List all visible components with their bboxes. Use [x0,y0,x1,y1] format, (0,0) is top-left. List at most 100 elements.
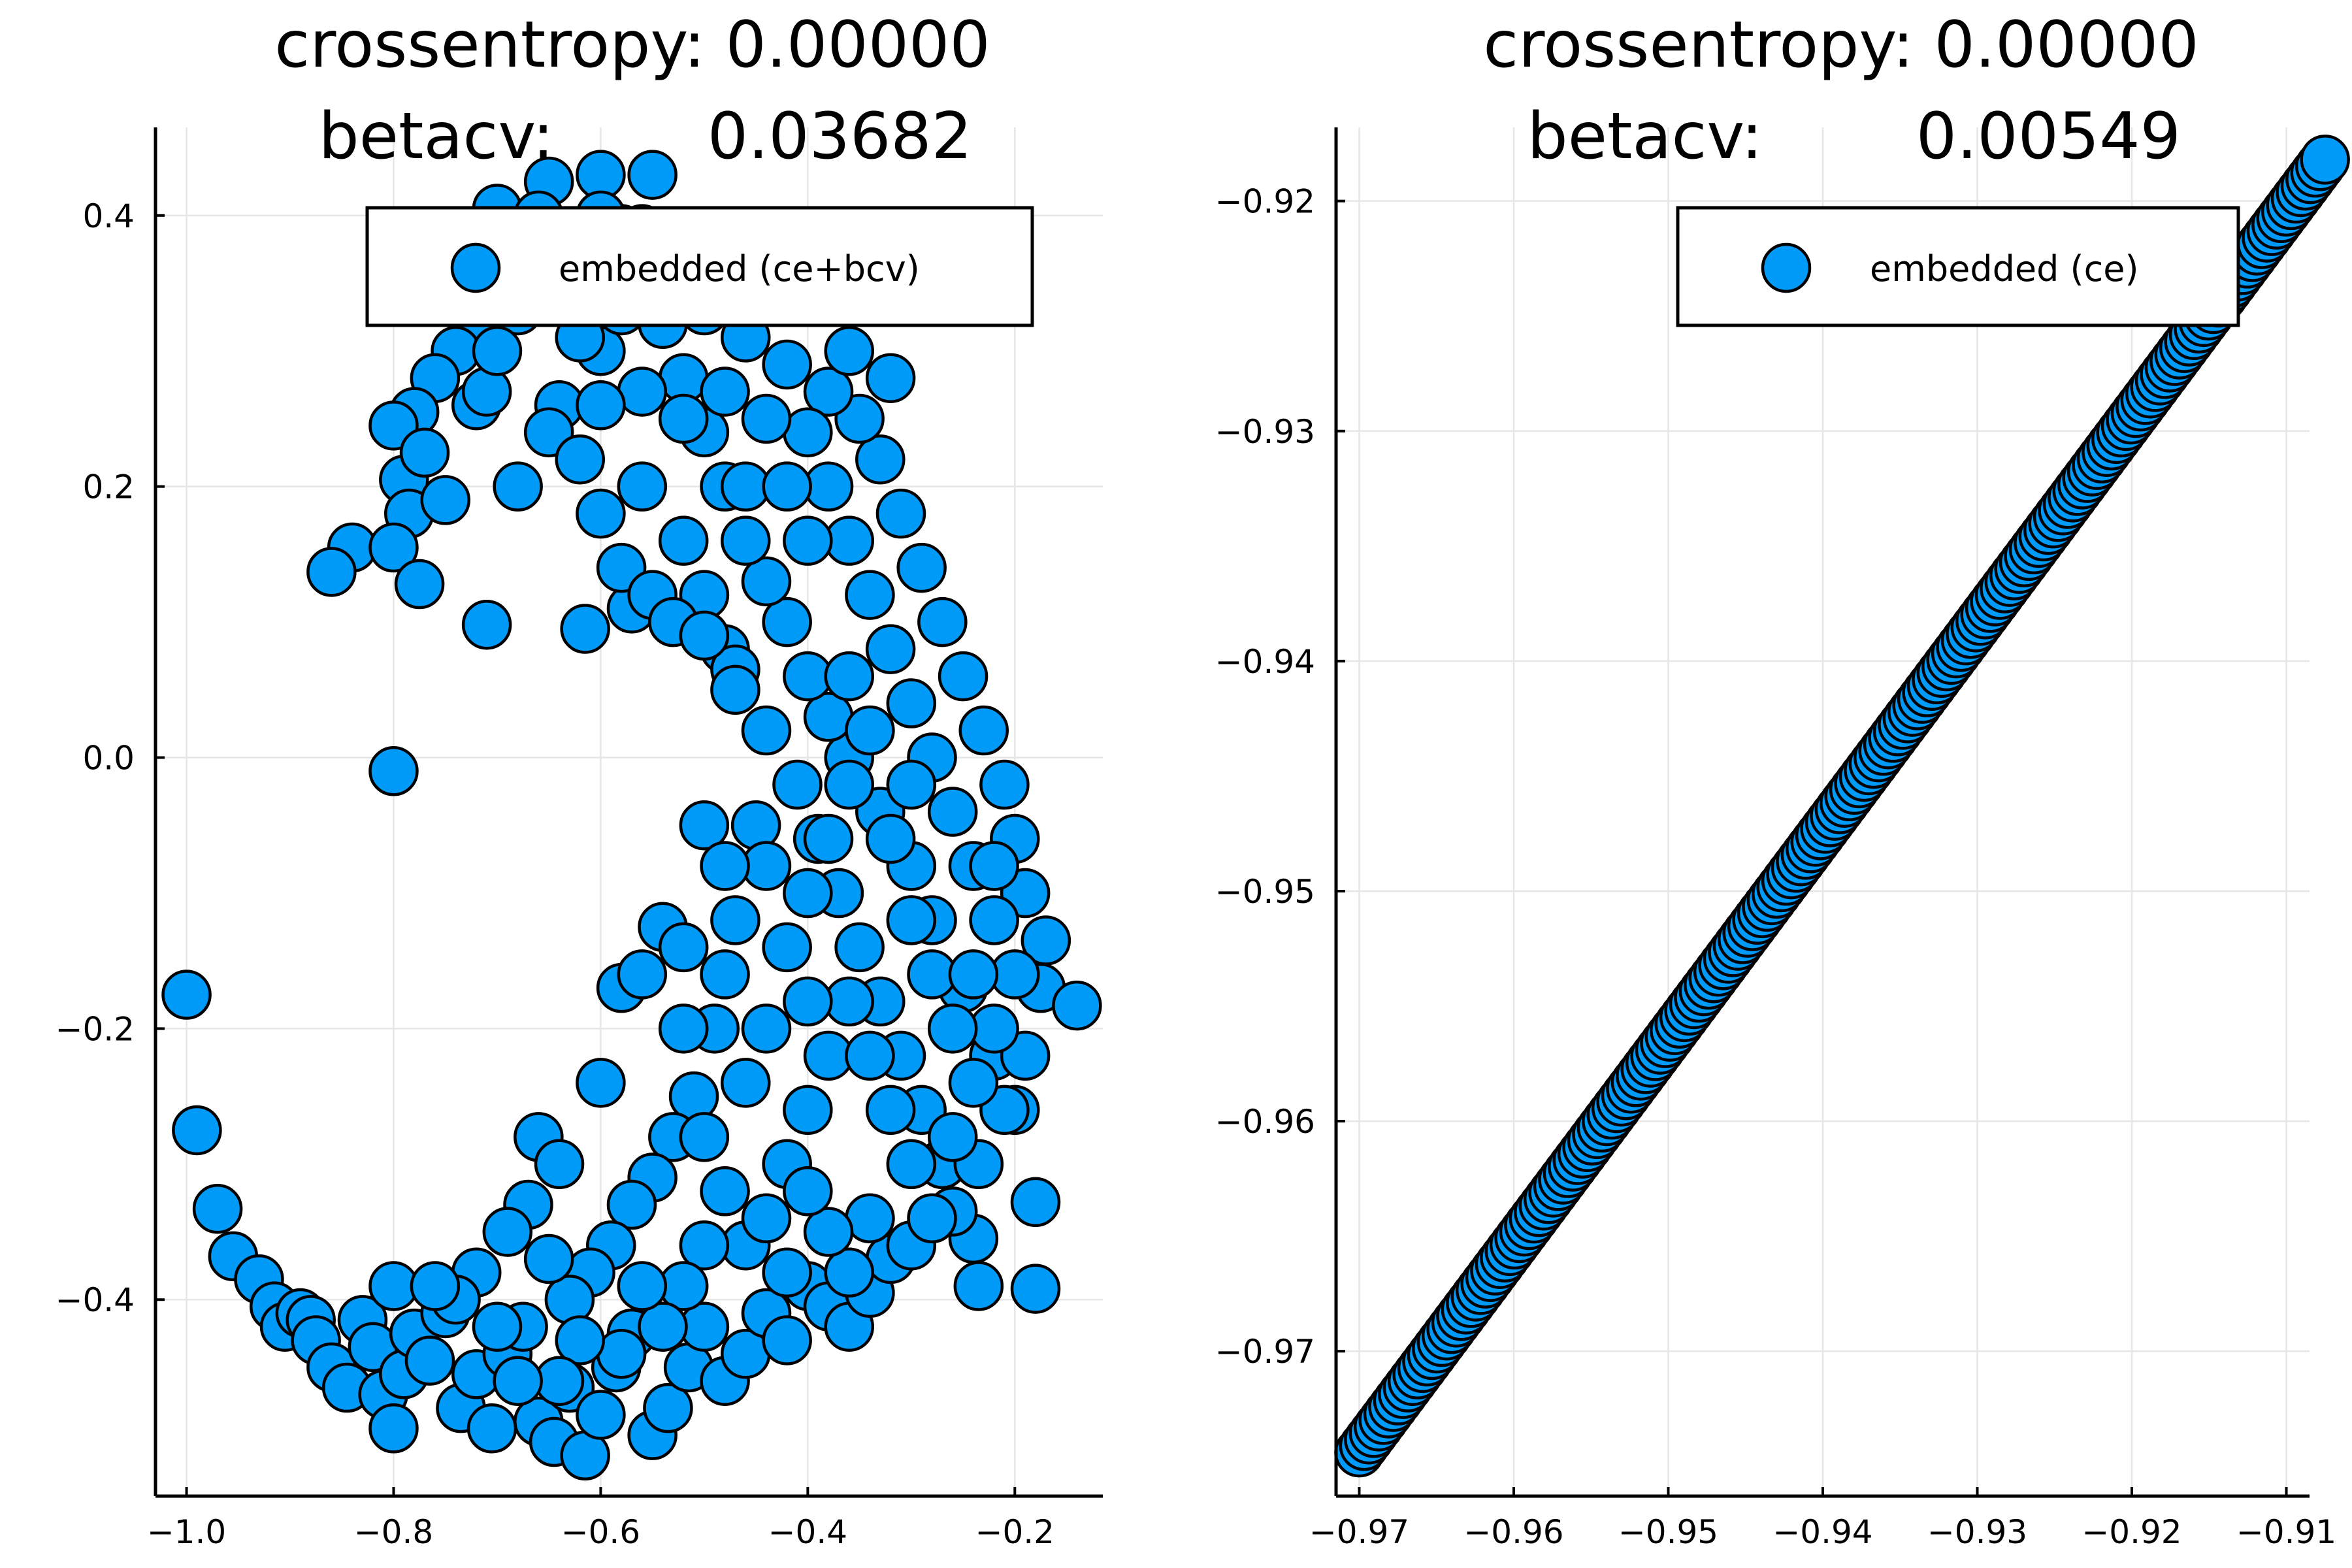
left-scatter-point [472,1301,523,1352]
left-scatter-point [783,407,833,457]
left-scatter-point [969,895,1019,945]
left-scatter-point [845,705,895,756]
left-scatter-point [617,1261,668,1311]
left-scatter-point [617,461,668,512]
right-scatter-point [2300,135,2350,185]
left-scatter-point [606,1179,657,1230]
right-scatter-panel: −0.97 −0.96 −0.95 −0.94 −0.93 −0.92 −0.91 −0.97… [1215,8,2350,1551]
left-scatter-point [741,556,792,607]
right-y-tick-label: −0.94 [1215,643,1315,681]
left-y-tick-label: 0.2 [82,468,135,506]
left-scatter-point [576,380,626,431]
left-x-tick-label: −0.8 [354,1513,433,1551]
left-title-line2-value: 0.03682 [708,99,972,174]
left-scatter-point [953,1261,1004,1311]
left-scatter-point [679,1220,730,1271]
left-tick-labels: −1.0 −0.8 −0.6 −0.4 −0.2 −0.4 −0.2 0.0 0.2 0.4 [56,197,1054,1551]
left-scatter-point [762,461,812,512]
left-scatter-point [596,1328,647,1379]
left-scatter-point [461,600,512,650]
right-x-tick-label: −0.94 [1772,1513,1872,1551]
left-scatter-point [762,596,812,647]
left-scatter-point [172,1105,222,1156]
right-legend-label: embedded (ce) [1870,248,2139,289]
left-scatter-point [824,1247,874,1298]
left-scatter-point [420,475,470,525]
left-legend: embedded (ce+bcv) [365,206,1034,327]
left-scatter-point [927,1112,978,1162]
left-scatter-point [948,1058,999,1108]
left-scatter-point [555,434,605,485]
left-scatter-point [886,895,937,945]
left-scatter-point [927,787,978,837]
right-y-tick-label: −0.96 [1215,1103,1315,1141]
left-scatter-point [979,759,1030,810]
left-scatter-panel: −1.0 −0.8 −0.6 −0.4 −0.2 −0.4 −0.2 0.0 0.2 0.4 cr… [56,8,1103,1551]
left-scatter-point [399,427,450,478]
right-y-tick-label: −0.97 [1215,1333,1315,1371]
left-scatter-point [772,759,823,810]
left-scatter-point [783,976,833,1027]
left-scatter-point [741,393,792,444]
left-scatter-point [762,339,812,390]
right-x-tick-label: −0.95 [1618,1513,1718,1551]
left-legend-label: embedded (ce+bcv) [559,248,920,289]
left-scatter-point [886,1139,937,1190]
left-scatter-point [523,1233,574,1284]
left-scatter-point [845,1030,895,1081]
left-scatter-point [493,1356,543,1406]
right-x-tick-label: −0.96 [1463,1513,1563,1551]
right-x-tick-label: −0.97 [1309,1513,1409,1551]
left-scatter-point [762,922,812,973]
left-scatter-point [865,813,916,864]
right-tick-labels: −0.97 −0.96 −0.95 −0.94 −0.93 −0.92 −0.91 −0.97… [1215,183,2336,1551]
left-scatter-point [1052,980,1102,1031]
left-scatter-point [865,353,916,403]
left-scatter-point [394,559,445,610]
left-scatter-point [627,150,678,200]
left-scatter-point [658,922,709,973]
left-y-tick-label: 0.4 [82,197,135,235]
left-scatter-point [679,800,730,851]
right-axes [1334,127,2310,1498]
left-scatter-point [845,570,895,620]
left-scatter-point [700,949,750,1000]
left-scatter-point [576,1390,626,1440]
left-scatter-point [555,1315,605,1365]
left-scatter-point [1010,1264,1061,1314]
left-scatter-point [161,970,212,1020]
right-title-line1: crossentropy: 0.00000 [1483,8,2199,82]
right-scatter-points [1334,135,2350,1478]
left-scatter-point [938,651,988,702]
left-scatter-point [896,542,947,593]
right-title-line2-value: 0.00549 [1916,99,2181,174]
left-scatter-point [783,1166,833,1217]
left-y-tick-label: −0.4 [56,1281,135,1319]
left-scatter-point [1010,1177,1061,1228]
left-scatter-point [783,1085,833,1135]
right-legend: embedded (ce) [1676,206,2240,327]
left-scatter-point [886,678,937,728]
left-scatter-point [824,759,874,810]
left-scatter-point [493,461,543,512]
left-scatter-point [368,1403,419,1454]
left-scatter-point [700,367,750,417]
left-scatter-point [534,1139,585,1190]
left-scatter-point [643,1382,693,1433]
left-x-tick-label: −0.2 [975,1513,1054,1551]
left-scatter-point [834,922,885,973]
left-scatter-point [576,488,626,539]
left-legend-marker [450,242,501,293]
left-scatter-point [824,651,874,702]
left-scatter-point [368,522,419,573]
left-scatter-point [948,949,999,1000]
left-axes [154,127,1103,1498]
left-scatter-point [617,367,668,417]
left-scatter-point [741,705,792,756]
left-scatter-point [710,895,760,945]
left-scatter-point [472,326,523,376]
left-scatter-point [638,1301,688,1352]
right-legend-marker [1761,242,1812,293]
left-scatter-point [482,1207,533,1257]
